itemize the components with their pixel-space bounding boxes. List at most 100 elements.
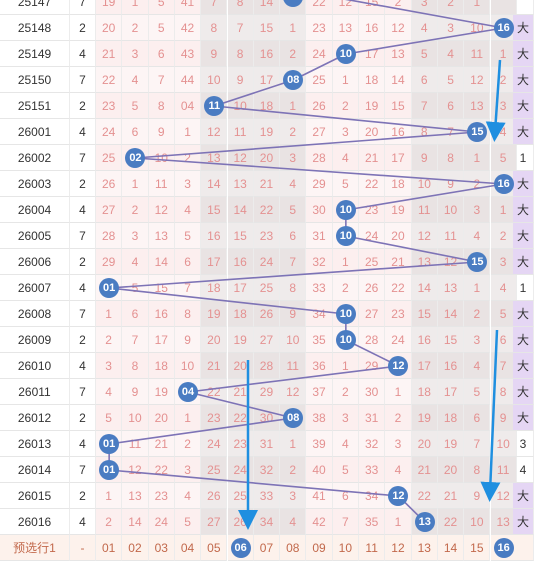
preselect-number-11[interactable]: 11 [359,535,386,561]
omission-cell: 20 [148,405,175,431]
preselect-number-02[interactable]: 02 [122,535,149,561]
preselect-size-cell [513,535,534,561]
omission-cell: 11 [148,171,175,197]
table-row: 26007 4 5 15 7 18 17 25 8 33 2 26 22 14 13 1 4 1 [0,275,534,301]
omission-cell: 25 [253,275,281,301]
omission-cell: 38 [306,405,333,431]
omission-cell: 1 [385,509,412,535]
omission-cell: 17 [227,275,254,301]
omission-cell: 44 [174,67,202,93]
sum-value: 7 [70,223,96,249]
omission-cell: 22 [411,483,438,509]
size-indicator: 大 [513,171,534,197]
omission-cell: 23 [148,483,175,509]
omission-cell: 9 [122,379,149,405]
preselect-number-03[interactable]: 03 [148,535,175,561]
preselect-number-13[interactable]: 13 [411,535,438,561]
omission-cell: 2 [280,457,307,483]
omission-cell: 2 [332,379,359,405]
omission-cell: 13 [385,41,412,67]
issue-number: 26012 [0,405,70,431]
sum-value: 2 [70,327,96,353]
omission-cell: 9 [227,67,254,93]
omission-cell: 24 [201,431,228,457]
omission-cell: 22 [306,0,333,15]
omission-cell: 9 [280,301,307,327]
drawn-number-ball: 10 [335,226,356,246]
omission-cell: 9 [437,171,465,197]
omission-cell: 4 [122,67,149,93]
omission-cell: 2 [385,0,412,15]
omission-cell: 5 [464,379,491,405]
omission-cell: 19 [437,431,465,457]
size-indicator: 大 [513,353,534,379]
omission-cell: 12 [464,67,491,93]
omission-cell: 21 [148,431,175,457]
drawn-number-ball: 12 [388,486,409,506]
sum-value: 2 [70,15,96,41]
omission-cell: 26 [227,509,254,535]
omission-cell: 10 [464,509,491,535]
omission-cell: 14 [201,171,228,197]
omission-cell: 2 [122,197,149,223]
omission-cell: 21 [96,41,123,67]
omission-cell: 35 [306,327,333,353]
omission-cell: 3 [464,197,491,223]
omission-cell: 27 [359,301,386,327]
omission-cell: 30 [253,405,281,431]
omission-cell: 4 [411,15,438,41]
issue-number: 26013 [0,431,70,457]
omission-cell: 8 [174,301,202,327]
omission-cell: 17 [437,379,465,405]
size-indicator: 大 [513,509,534,535]
sum-value: 2 [70,249,96,275]
issue-number: 25150 [0,67,70,93]
omission-cell: 7 [411,93,438,119]
preselect-number-15[interactable]: 15 [464,535,491,561]
omission-cell: 18 [359,67,386,93]
omission-cell: 22 [437,509,465,535]
drawn-number-ball: 11 [204,96,225,116]
preselect-number-14[interactable]: 14 [437,535,465,561]
issue-number: 26009 [0,327,70,353]
table-row: 26014 7 12 22 3 25 24 32 2 40 5 33 4 21 20 8 11 4 [0,457,534,483]
omission-cell: 21 [201,353,228,379]
omission-cell: 16 [411,327,438,353]
omission-cell: 1 [96,483,123,509]
preselect-selected-ball: 16 [493,538,514,558]
omission-cell: 5 [411,41,438,67]
issue-number: 25148 [0,15,70,41]
omission-cell: 20 [359,119,386,145]
omission-cell: 4 [174,197,202,223]
omission-cell: 10 [174,353,202,379]
omission-cell: 5 [437,67,465,93]
omission-cell: 10 [464,15,491,41]
omission-cell: 22 [201,379,228,405]
drawn-number-ball: 08 [283,408,304,428]
omission-cell: 18 [385,171,412,197]
omission-cell: 1 [280,15,307,41]
sum-value: 7 [70,67,96,93]
omission-cell: 33 [306,275,333,301]
preselect-number-01[interactable]: 01 [96,535,123,561]
omission-cell: 5 [332,457,359,483]
preselect-number-10[interactable]: 10 [332,535,359,561]
omission-cell: 2 [96,327,123,353]
preselect-number-04[interactable]: 04 [174,535,202,561]
preselect-number-07[interactable]: 07 [253,535,281,561]
size-indicator [513,0,534,15]
omission-cell: 3 [437,15,465,41]
preselect-number-05[interactable]: 05 [201,535,228,561]
drawn-number-ball [283,0,304,7]
omission-cell: 4 [280,509,307,535]
omission-cell: 42 [174,15,202,41]
preselect-number-08[interactable]: 08 [280,535,307,561]
omission-cell: 24 [227,457,254,483]
omission-cell: 15 [385,93,412,119]
preselect-number-09[interactable]: 09 [306,535,333,561]
sum-value: 4 [70,197,96,223]
table-row: 25149 4 21 3 6 43 9 8 16 2 24 17 13 5 4 11 1 大 [0,41,534,67]
omission-cell: 12 [411,223,438,249]
preselect-number-12[interactable]: 12 [385,535,412,561]
omission-cell: 20 [96,15,123,41]
